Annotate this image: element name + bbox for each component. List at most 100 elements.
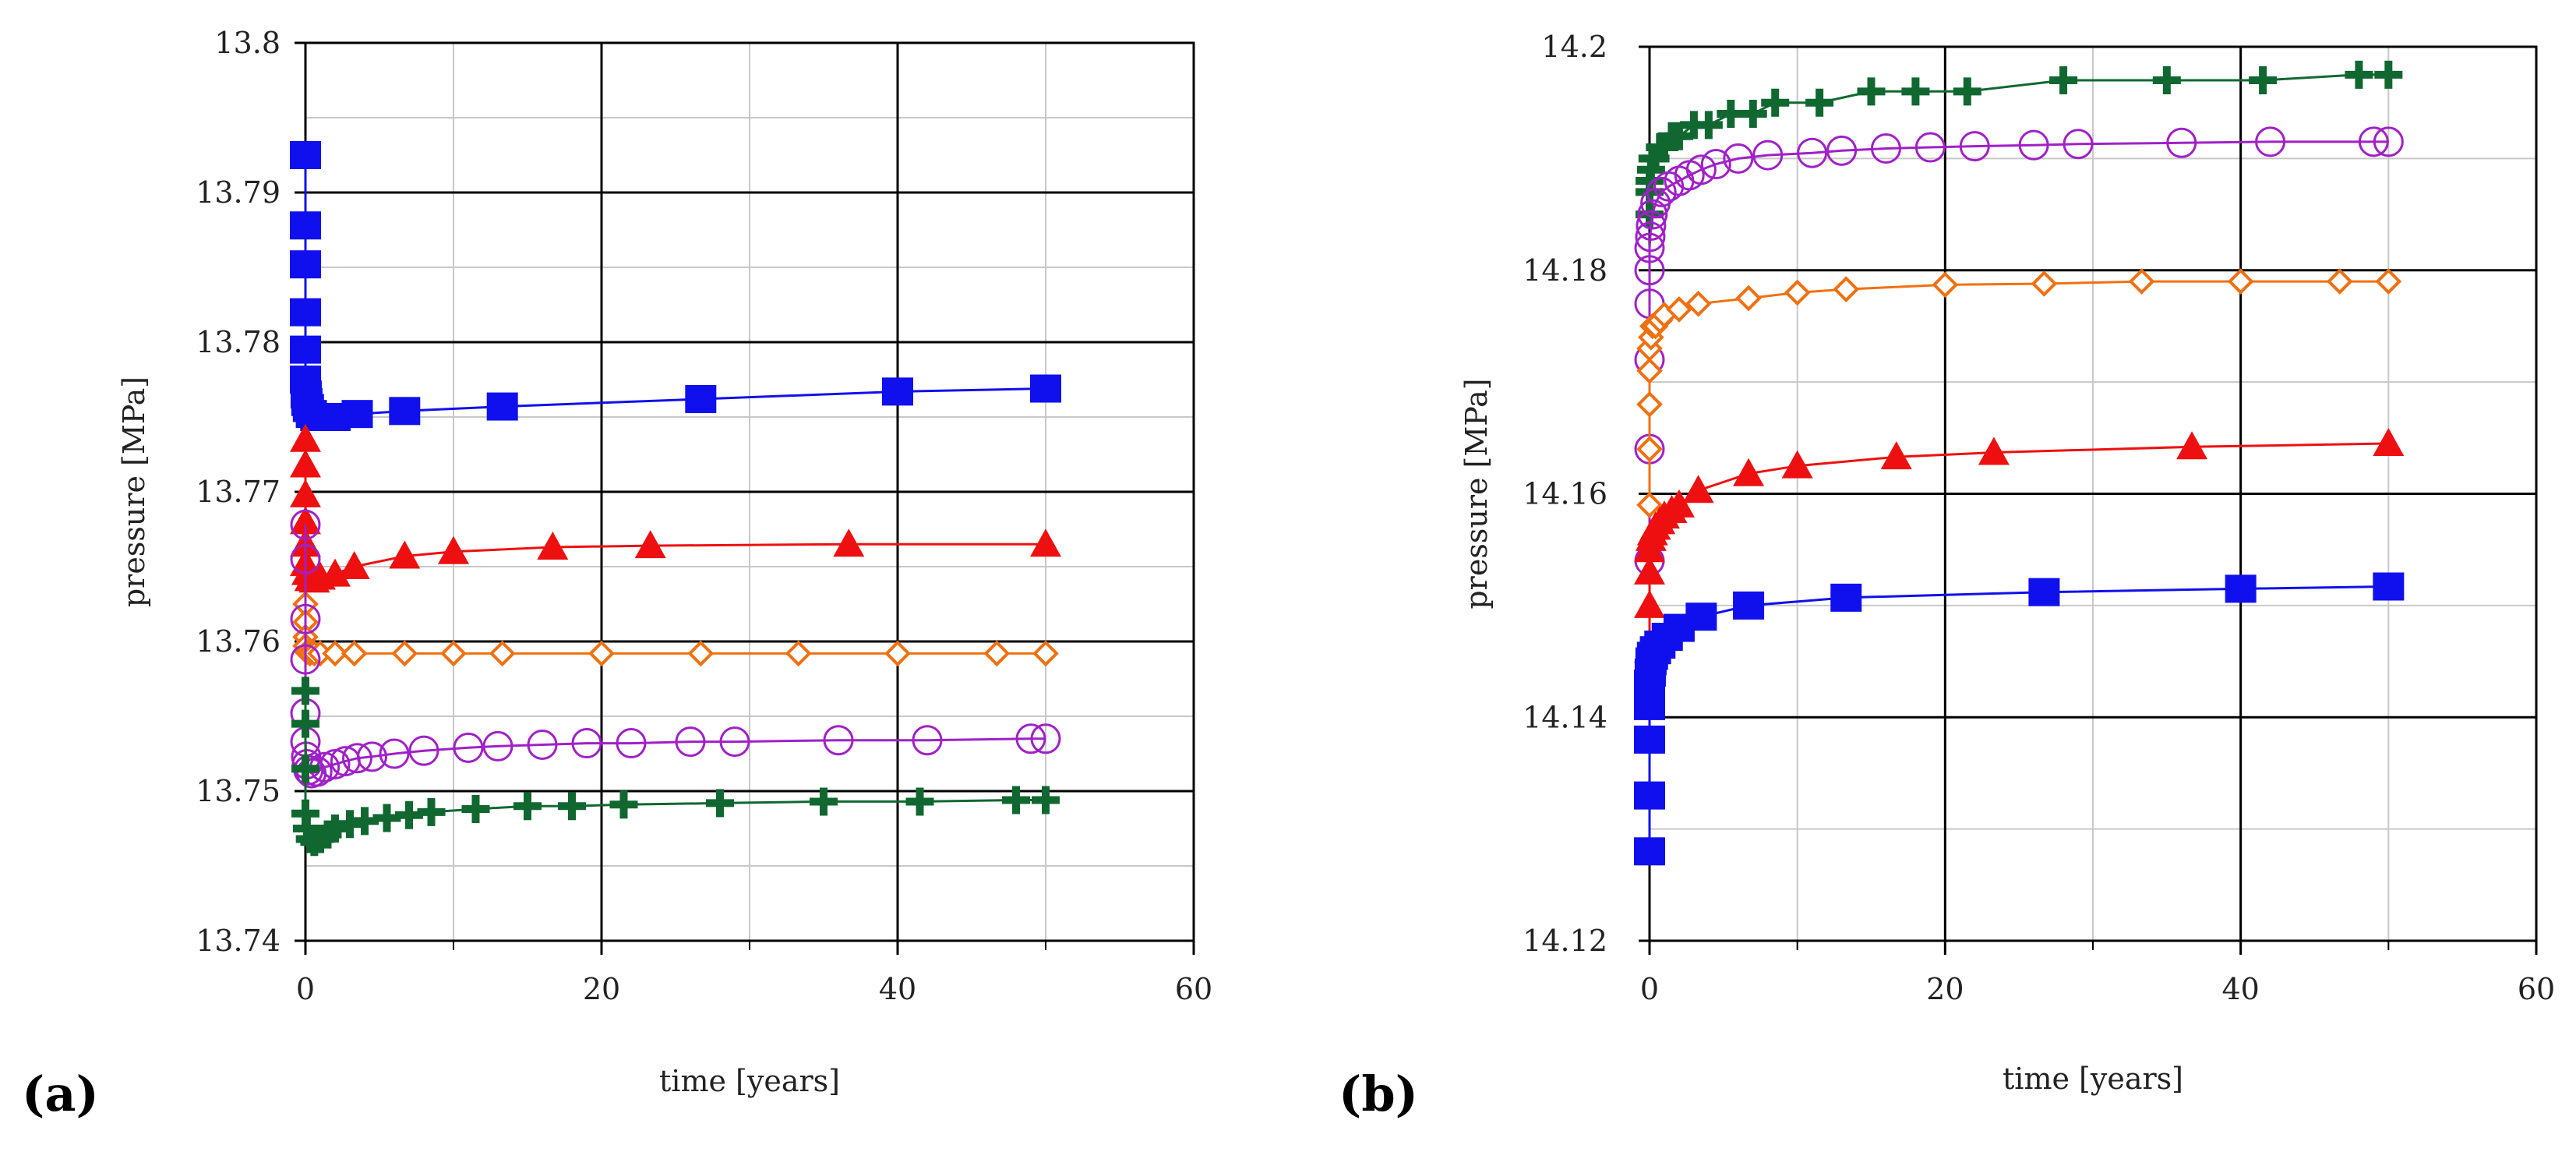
data-point [905,787,934,816]
data-point [290,449,321,478]
data-point [1738,100,1767,129]
data-point [357,741,387,772]
data-point [2373,427,2405,456]
data-point [389,397,421,426]
data-point [338,551,370,579]
data-point [687,640,715,667]
data-point [1032,640,1059,667]
data-point [1636,436,1663,462]
data-point [1733,591,1765,620]
axes: 0 20 40 60 14.12 14.14 14.16 14.18 14.2 [1523,30,2555,1006]
data-point [440,640,467,667]
y-axis-label: pressure [MPa] [1459,378,1494,609]
data-point [2063,129,2094,160]
data-point [290,298,321,327]
series-triangle [290,423,1061,593]
data-point [1634,255,1665,286]
series-plus [291,677,1060,857]
data-point [1880,441,1912,470]
data-point [2326,268,2353,295]
data-point [1685,602,1717,631]
data-point [1032,786,1060,814]
data-point [1978,436,2010,465]
data-point [1666,296,1692,323]
data-point [1635,221,1666,253]
data-point [2227,268,2254,295]
y-tick-label: 13.78 [196,325,281,359]
data-point [322,640,348,667]
data-point [342,743,372,774]
data-point [810,787,838,816]
data-point [1826,135,1858,166]
data-point [1830,583,1862,612]
data-point [1634,837,1665,866]
panel-label: (a) [22,1065,99,1122]
x-axis-label: time [years] [2003,1062,2183,1096]
data-point [1030,528,1061,557]
data-point [1870,133,1901,164]
y-tick-label: 14.18 [1523,253,1607,288]
data-point [588,640,615,667]
data-point [527,729,558,760]
y-axis-label: pressure [MPa] [117,376,151,607]
data-point [391,640,418,667]
data-point [1646,176,1677,207]
data-point [453,732,484,763]
data-point [290,211,321,240]
data-point [2375,268,2402,295]
data-point [489,640,516,667]
y-tick-label: 13.75 [196,774,281,808]
data-point [1932,271,1959,299]
data-point [1663,489,1695,518]
data-point [290,506,321,535]
data-point [319,558,351,587]
data-point [290,250,321,279]
data-point [408,735,439,766]
data-point [634,530,666,559]
data-point [1685,154,1717,186]
data-point [2225,574,2257,603]
chart-panel-a: 0 20 40 60 13.74 13.75 13.76 13.77 13.78 13.79 13.… [22,26,1212,1122]
data-point [389,540,421,569]
chart-panel-b: 0 20 40 60 14.12 14.14 14.16 14.18 14.2 time [yea… [1339,30,2555,1122]
y-tick-label: 13.76 [196,624,281,659]
y-tick-label: 13.8 [214,26,281,60]
x-tick-label: 0 [296,972,315,1006]
data-point [1914,132,1946,163]
data-point [884,640,911,667]
data-point [1637,199,1668,230]
data-point [1700,149,1731,180]
x-tick-label: 0 [1640,972,1659,1006]
data-point [785,640,812,667]
data-point [1634,781,1665,810]
data-point [341,640,368,667]
data-point [558,792,586,821]
data-point [1636,492,1663,518]
data-point [1030,723,1061,754]
x-axis-label: time [years] [659,1064,840,1098]
data-point [1833,276,1860,302]
data-point [2373,126,2404,157]
data-point [290,141,321,169]
series-square [1634,572,2405,866]
data-point [290,543,321,574]
data-point [1634,556,1665,585]
data-point [438,535,469,564]
data-point [1634,725,1665,754]
data-point [537,532,569,560]
data-point [1901,77,1930,106]
data-point [1030,374,1061,403]
data-point [321,814,349,843]
series-diamond [1636,268,2402,518]
data-point [1636,390,1663,418]
data-point [1784,279,1811,306]
data-point [1733,458,1765,486]
data-point [1761,88,1790,117]
y-tick-label: 13.79 [196,175,281,210]
data-point [1959,131,1990,162]
data-point [290,644,321,675]
data-point [833,528,865,557]
data-point [379,738,410,769]
axes: 0 20 40 60 13.74 13.75 13.76 13.77 13.78 13.79 13.… [196,26,1212,1006]
